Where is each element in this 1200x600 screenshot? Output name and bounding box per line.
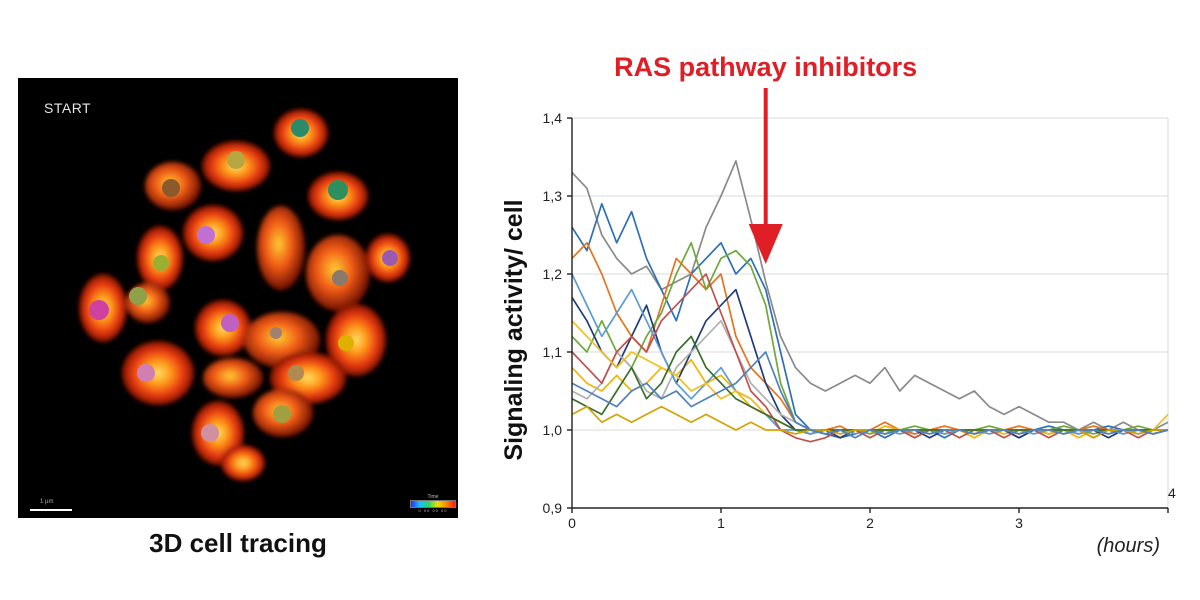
- tracking-marker: [162, 179, 180, 197]
- tracking-marker: [137, 364, 155, 382]
- tracking-marker: [273, 405, 291, 423]
- tracking-marker: [288, 365, 304, 381]
- series-line-7: [571, 319, 1168, 431]
- tracking-marker: [197, 226, 215, 244]
- x-tick-label: 4: [1168, 485, 1176, 501]
- tracking-marker: [328, 180, 348, 200]
- series-line-3: [571, 241, 1168, 435]
- colorbar-gradient: [410, 500, 456, 508]
- tracking-marker: [270, 327, 282, 339]
- tracking-marker: [89, 300, 109, 320]
- y-tick-label: 1,3: [543, 188, 563, 204]
- cell-body: [203, 358, 263, 398]
- y-tick-label: 1,4: [543, 110, 563, 126]
- image-caption: 3D cell tracing: [149, 528, 327, 558]
- tracking-marker: [129, 287, 147, 305]
- y-tick-label: 1,2: [543, 266, 563, 282]
- annotation-arrow-head: [748, 224, 783, 264]
- cell-body: [257, 206, 305, 290]
- series-line-5: [571, 241, 1168, 435]
- series-line-13: [571, 351, 1169, 439]
- tracking-marker: [227, 151, 245, 169]
- y-tick-label: 1,0: [543, 422, 563, 438]
- scale-label: 1 µm: [40, 499, 54, 505]
- time-colorbar: Time 0 00 00 00: [410, 494, 456, 513]
- annotation-label: RAS pathway inhibitors: [614, 52, 917, 82]
- scale-bar: [30, 509, 72, 511]
- colorbar-ticks: 0 00 00 00: [418, 508, 448, 513]
- series-line-9: [571, 273, 1168, 443]
- x-axis-title: (hours): [1097, 535, 1160, 557]
- tracking-marker: [153, 255, 169, 271]
- signaling-line-chart: 0,9 1,0 1,1 1,2 1,3 1,4 0 1 2 3 4 Signaling activi…: [500, 52, 1176, 557]
- cell-body: [326, 304, 386, 376]
- y-tick-label: 0,9: [543, 500, 563, 516]
- x-tick-label: 0: [568, 515, 576, 531]
- tracking-marker: [382, 250, 398, 266]
- x-tick-label: 1: [717, 515, 725, 531]
- tracking-marker: [201, 424, 219, 442]
- cell-body: [221, 445, 265, 481]
- y-axis-title: Signaling activity/ cell: [500, 199, 528, 460]
- series-line-10: [571, 320, 1169, 431]
- cell-body: [122, 341, 194, 405]
- x-tick-label: 2: [866, 515, 874, 531]
- tracking-marker: [291, 119, 309, 137]
- tracking-marker: [221, 314, 239, 332]
- tracking-marker: [338, 335, 354, 351]
- y-tick-label: 1,1: [543, 344, 563, 360]
- x-tick-label: 3: [1015, 515, 1023, 531]
- tracking-marker: [332, 270, 348, 286]
- microscopy-image: START 1 µm Time 0 00 00 00: [18, 78, 458, 518]
- start-label: START: [44, 100, 92, 116]
- colorbar-title: Time: [427, 494, 439, 500]
- tick-labels: 0,9 1,0 1,1 1,2 1,3 1,4 0 1 2 3 4: [543, 110, 1176, 531]
- cell-tracing-image: [79, 109, 410, 481]
- series-lines: [571, 160, 1169, 443]
- series-line-1: [571, 160, 1169, 431]
- series-line-8: [571, 273, 1168, 435]
